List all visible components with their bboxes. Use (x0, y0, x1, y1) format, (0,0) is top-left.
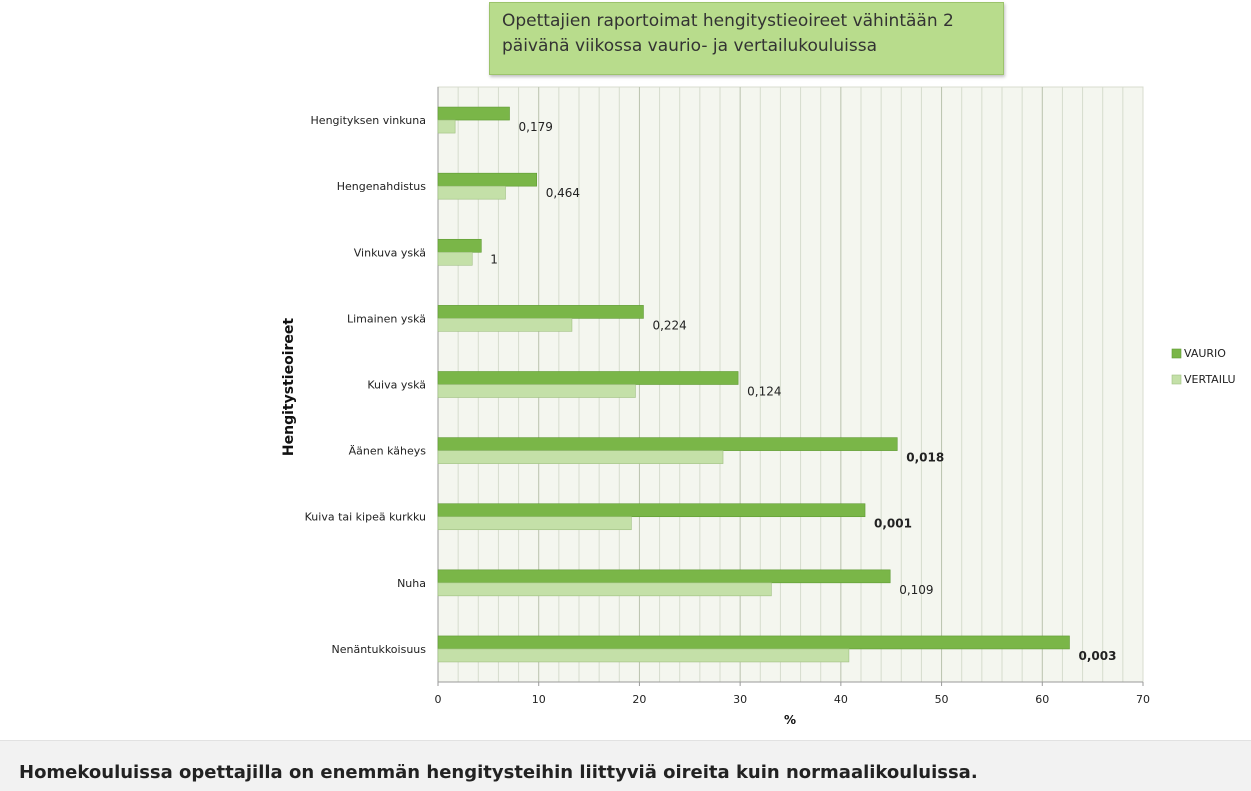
category-label: Äänen käheys (349, 445, 427, 458)
bar-chart: Hengityksen vinkuna Hengenahdistus Vinkuva… (281, 86, 1236, 727)
category-label: Hengityksen vinkuna (311, 114, 426, 127)
chart-title-line-2: päivänä viikossa vaurio- ja vertailukoul… (502, 36, 878, 56)
category-label: Vinkuva yskä (354, 246, 426, 259)
bar-vaurio (437, 437, 898, 451)
p-value-label: 0,224 (652, 318, 686, 332)
chart-title-line-1: Opettajien raportoimat hengitystieoireet… (502, 11, 954, 31)
legend-swatch (1171, 348, 1182, 359)
category-label: Kuiva yskä (367, 379, 426, 392)
bar-vaurio (437, 238, 482, 253)
bar-vertailu (437, 582, 772, 597)
p-value-label: 0,464 (546, 186, 580, 200)
p-value-label: 0,003 (1078, 649, 1116, 663)
x-tick-label: 60 (1035, 693, 1049, 706)
bar-vaurio (437, 371, 739, 385)
bar-vertailu (437, 648, 850, 663)
bar-vertailu (437, 450, 724, 464)
legend: VAURIO VERTAILU (1171, 347, 1236, 386)
category-label: Nuha (397, 577, 426, 590)
bar-vaurio (437, 305, 644, 319)
x-axis-title: % (784, 713, 796, 727)
p-value-labels: 0,179 0,464 1 0,224 0,124 0,018 0,001 0,109 0,00… (490, 120, 1116, 663)
bar-vaurio (437, 172, 537, 187)
x-tick-label: 50 (935, 693, 949, 706)
category-label: Limainen yskä (347, 312, 426, 325)
bars (437, 106, 1070, 663)
chart-title: Opettajien raportoimat hengitystieoireet… (489, 2, 1004, 75)
p-value-label: 0,001 (874, 517, 912, 531)
x-tick-label: 0 (435, 693, 442, 706)
category-labels: Hengityksen vinkuna Hengenahdistus Vinkuva… (305, 114, 427, 656)
bar-vaurio (437, 503, 866, 518)
bar-vertailu (437, 119, 456, 134)
figure-caption: Homekouluissa opettajilla on enemmän hen… (19, 762, 978, 783)
bar-vaurio (437, 106, 510, 121)
legend-swatch (1171, 374, 1182, 385)
x-tick-label: 30 (733, 693, 747, 706)
category-label: Nenäntukkoisuus (331, 643, 426, 656)
caption-bar (0, 740, 1251, 791)
bar-vertailu (437, 185, 506, 200)
bar-vertailu (437, 384, 636, 398)
x-axis-ticks: 0 10 20 30 40 50 60 70 (435, 682, 1150, 706)
y-axis-title: Hengitystieoireet (281, 318, 297, 456)
category-label: Kuiva tai kipeä kurkku (305, 511, 426, 524)
x-tick-label: 10 (532, 693, 546, 706)
x-tick-label: 20 (632, 693, 646, 706)
x-tick-label: 70 (1136, 693, 1150, 706)
legend-label: VERTAILU (1184, 373, 1236, 386)
x-tick-label: 40 (834, 693, 848, 706)
bar-vaurio (437, 635, 1070, 650)
p-value-label: 0,109 (899, 583, 933, 597)
bar-vertailu (437, 251, 473, 266)
bar-vertailu (437, 516, 632, 531)
p-value-label: 1 (490, 252, 498, 266)
legend-label: VAURIO (1184, 347, 1226, 360)
p-value-label: 0,018 (906, 451, 944, 465)
p-value-label: 0,179 (519, 120, 553, 134)
p-value-label: 0,124 (747, 385, 781, 399)
category-label: Hengenahdistus (337, 180, 426, 193)
bar-vaurio (437, 569, 891, 584)
bar-vertailu (437, 318, 573, 332)
